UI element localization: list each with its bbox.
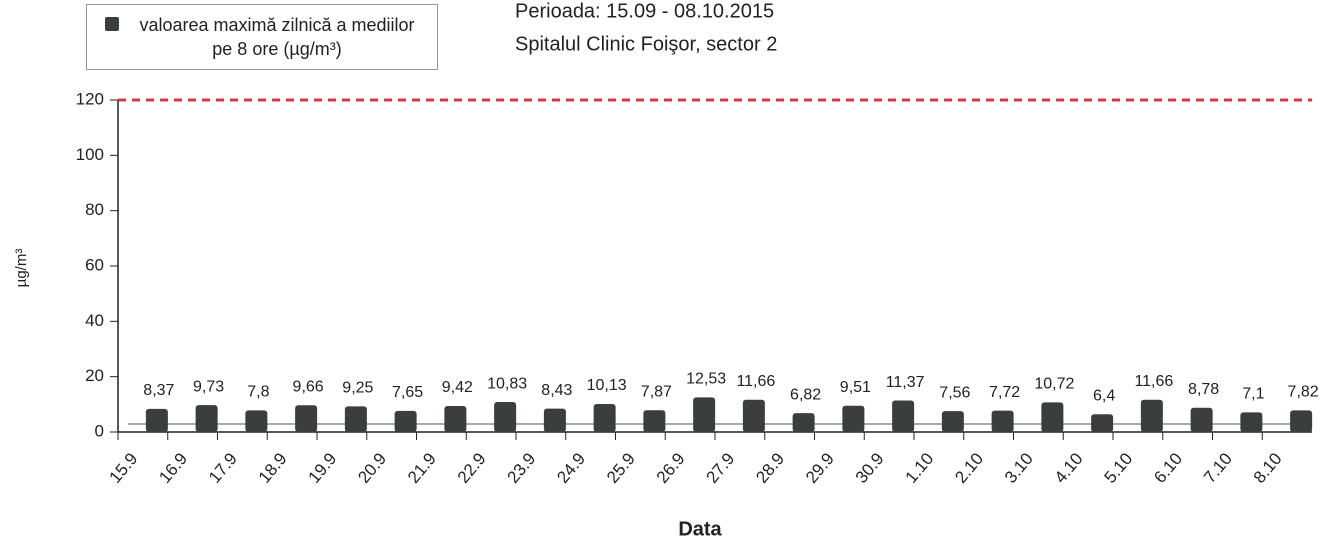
data-label: 7,1: [1242, 386, 1264, 403]
y-tick-label: 120: [76, 89, 104, 108]
legend-swatch: [105, 17, 119, 31]
bar: [494, 402, 517, 432]
y-axis-label: µg/m³: [13, 249, 30, 288]
x-tick-label: 19.9: [305, 449, 341, 487]
data-label: 8,78: [1188, 381, 1219, 398]
data-label: 7,82: [1288, 384, 1319, 401]
bar: [1091, 414, 1114, 432]
x-tick-label: 23.9: [504, 449, 540, 487]
x-tick-label: 15.9: [106, 449, 142, 487]
data-label: 9,42: [442, 379, 473, 396]
data-label: 7,56: [939, 384, 970, 401]
y-tick-label: 100: [76, 145, 104, 164]
data-label: 7,87: [641, 383, 672, 400]
x-tick-label: 17.9: [205, 449, 241, 487]
bar: [543, 408, 566, 432]
x-tick-label: 16.9: [155, 449, 191, 487]
y-tick-label: 20: [85, 366, 104, 385]
data-label: 11,66: [736, 373, 775, 390]
x-tick-label: 5.10: [1101, 449, 1137, 487]
data-label: 12,53: [686, 371, 726, 388]
x-tick-label: 2.10: [951, 449, 987, 487]
bar: [1190, 407, 1213, 432]
bar: [593, 403, 616, 432]
x-tick-label: 6.10: [1150, 449, 1186, 487]
x-tick-label: 28.9: [752, 449, 788, 487]
bar: [1140, 399, 1163, 432]
y-tick-label: 0: [95, 421, 104, 440]
data-label: 10,83: [487, 375, 527, 392]
bar: [295, 405, 318, 432]
x-tick-label: 8.10: [1250, 449, 1286, 487]
y-tick-label: 80: [85, 200, 104, 219]
bar: [941, 411, 964, 432]
data-label: 10,72: [1034, 376, 1074, 393]
legend-label: valoarea maximă zilnică a mediilor pe 8 …: [139, 15, 415, 59]
data-label: 8,43: [541, 382, 572, 399]
bar: [1041, 402, 1064, 432]
x-tick-label: 21.9: [404, 449, 440, 487]
bar: [842, 405, 865, 432]
data-label: 8,37: [143, 382, 174, 399]
data-label: 7,8: [247, 384, 269, 401]
data-label: 10,13: [587, 377, 627, 394]
bar: [394, 410, 417, 432]
x-tick-label: 30.9: [852, 449, 888, 487]
data-label: 9,73: [193, 378, 224, 395]
data-label: 11,66: [1134, 373, 1173, 390]
x-tick-label: 4.10: [1051, 449, 1087, 487]
bar: [792, 413, 815, 432]
y-tick-label: 60: [85, 255, 104, 274]
chart-subtitle: Spitalul Clinic Foişor, sector 2: [515, 33, 777, 55]
bar: [344, 406, 367, 432]
x-tick-label: 26.9: [653, 449, 689, 487]
bar: [145, 408, 168, 432]
x-tick-label: 25.9: [603, 449, 639, 487]
x-tick-label: 18.9: [255, 449, 291, 487]
x-tick-label: 24.9: [553, 449, 589, 487]
data-label: 6,82: [790, 386, 821, 403]
data-label: 11,37: [886, 374, 925, 391]
bar: [892, 400, 915, 432]
data-label: 9,66: [293, 378, 324, 395]
data-label: 9,25: [342, 380, 373, 397]
chart-title: Perioada: 15.09 - 08.10.2015: [515, 0, 774, 22]
data-label: 7,72: [989, 384, 1020, 401]
legend: valoarea maximă zilnică a mediilor pe 8 …: [86, 4, 438, 70]
bar: [643, 410, 666, 432]
data-label: 9,51: [840, 379, 871, 396]
x-tick-label: 29.9: [802, 449, 838, 487]
y-tick-label: 40: [85, 311, 104, 330]
bar: [693, 397, 716, 432]
x-tick-label: 27.9: [703, 449, 739, 487]
bar: [444, 405, 467, 432]
bar: [1240, 412, 1263, 432]
bar: [742, 399, 765, 432]
x-tick-label: 22.9: [454, 449, 490, 487]
bar: [195, 405, 218, 432]
x-tick-label: 3.10: [1001, 449, 1037, 487]
x-axis-label: Data: [678, 518, 722, 540]
bar: [991, 410, 1014, 432]
x-tick-label: 7.10: [1200, 449, 1236, 487]
bar: [245, 410, 268, 432]
data-label: 6,4: [1093, 388, 1115, 405]
x-tick-label: 20.9: [354, 449, 390, 487]
bar: [1290, 410, 1313, 432]
data-label: 7,65: [392, 384, 423, 401]
x-tick-label: 1.10: [902, 449, 938, 487]
